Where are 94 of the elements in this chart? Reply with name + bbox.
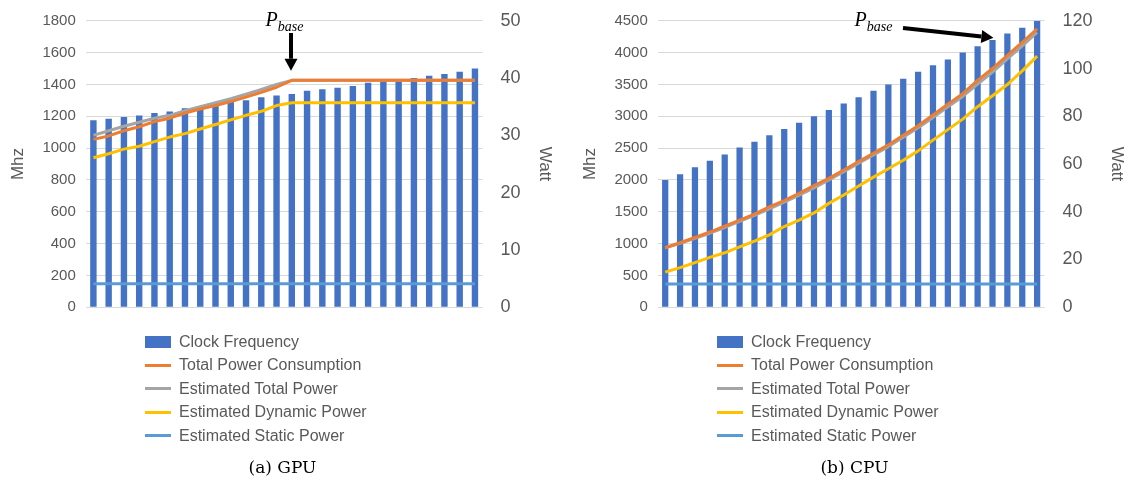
bar <box>974 46 981 307</box>
bar <box>334 87 341 307</box>
bar <box>242 100 250 307</box>
y-tick-label: 1600 <box>42 42 76 60</box>
y-tick-label: 1500 <box>614 201 648 219</box>
bar <box>364 82 372 307</box>
y-tick-label: 1400 <box>42 74 76 92</box>
legend-label: Estimated Total Power <box>179 379 338 398</box>
y-tick-label: 2000 <box>614 170 648 188</box>
y2-tick-label: 10 <box>500 238 521 259</box>
bar <box>410 78 418 307</box>
bar <box>795 122 803 307</box>
legend-label: Estimated Total Power <box>751 379 910 398</box>
bar <box>227 101 234 307</box>
bar <box>766 135 773 307</box>
text: (b) CPU <box>819 457 890 477</box>
y-tick-label: 1800 <box>42 10 76 28</box>
y-tick-label: 200 <box>50 265 76 283</box>
bar <box>212 103 219 307</box>
bar <box>380 81 387 307</box>
bar <box>319 89 326 307</box>
y-tick-label: 2500 <box>614 138 648 156</box>
y-axis-title: Mhz <box>7 147 27 181</box>
bar <box>840 103 847 307</box>
y2-tick-label: 0 <box>1062 296 1073 317</box>
legend-label: Estimated Static Power <box>751 426 917 445</box>
bar <box>1004 33 1011 307</box>
y2-tick-label: 50 <box>500 9 521 30</box>
y-tick-label: 1000 <box>614 233 648 251</box>
y-tick-label: 800 <box>50 170 76 188</box>
bar <box>471 68 479 307</box>
y-tick-label: 0 <box>639 297 648 315</box>
y2-tick-label: 80 <box>1062 105 1083 126</box>
legend-label: Total Power Consumption <box>751 356 934 375</box>
legend-label: Estimated Dynamic Power <box>179 403 367 422</box>
y2-tick-label: 20 <box>500 181 521 202</box>
y-tick-label: 4500 <box>614 10 648 28</box>
bar <box>944 59 951 307</box>
bar <box>736 147 743 307</box>
bar <box>1019 27 1026 307</box>
bar <box>885 84 892 307</box>
bar <box>855 97 862 307</box>
y2-tick-label: 100 <box>1062 57 1093 78</box>
bar <box>662 179 669 307</box>
bar <box>781 129 788 307</box>
y-tick-label: 4000 <box>614 42 648 60</box>
y2-tick-label: 40 <box>500 67 521 88</box>
bar <box>825 109 832 307</box>
bar <box>929 65 937 307</box>
legend-label: Total Power Consumption <box>179 356 362 375</box>
legend-label: Clock Frequency <box>179 332 300 351</box>
bar <box>914 71 922 307</box>
bar <box>721 154 728 307</box>
bar <box>273 95 280 307</box>
bar <box>258 97 265 307</box>
y2-tick-label: 60 <box>1062 152 1083 173</box>
y-tick-label: 500 <box>622 265 648 283</box>
bar <box>810 116 818 307</box>
y-tick-label: 400 <box>50 233 76 251</box>
bar <box>349 86 357 307</box>
y2-axis-title: Watt <box>1108 146 1128 182</box>
bar <box>870 90 877 307</box>
legend-label: Clock Frequency <box>751 332 872 351</box>
bar <box>425 75 433 307</box>
y-tick-label: 600 <box>50 201 76 219</box>
annotation: P$_{base}$ <box>265 8 304 35</box>
y2-axis-title: Watt <box>536 146 556 182</box>
y-tick-label: 1000 <box>42 138 76 156</box>
bar <box>303 90 311 307</box>
bar <box>959 52 966 307</box>
bar <box>751 141 758 307</box>
y-tick-label: 3000 <box>614 106 648 124</box>
text: (a) GPU <box>247 457 318 477</box>
y-tick-label: 3500 <box>614 74 648 92</box>
y2-tick-label: 30 <box>500 124 521 145</box>
y2-tick-label: 40 <box>1062 200 1083 221</box>
y2-tick-label: 120 <box>1062 9 1093 30</box>
bar <box>90 120 97 307</box>
y-tick-label: 1200 <box>42 106 76 124</box>
bar <box>151 113 158 307</box>
legend-label: Estimated Static Power <box>179 426 345 445</box>
bar <box>105 118 112 307</box>
y-axis-title: Mhz <box>579 147 599 181</box>
y-tick-label: 0 <box>67 297 76 315</box>
bar <box>395 79 402 307</box>
bar <box>900 78 907 307</box>
bar <box>288 93 296 307</box>
y2-tick-label: 0 <box>500 296 511 317</box>
legend-label: Estimated Dynamic Power <box>751 403 939 422</box>
annotation: P$_{base}$ <box>854 8 893 35</box>
bar <box>441 74 448 307</box>
y2-tick-label: 20 <box>1062 248 1083 269</box>
bar <box>1034 20 1041 307</box>
bar <box>456 71 463 307</box>
